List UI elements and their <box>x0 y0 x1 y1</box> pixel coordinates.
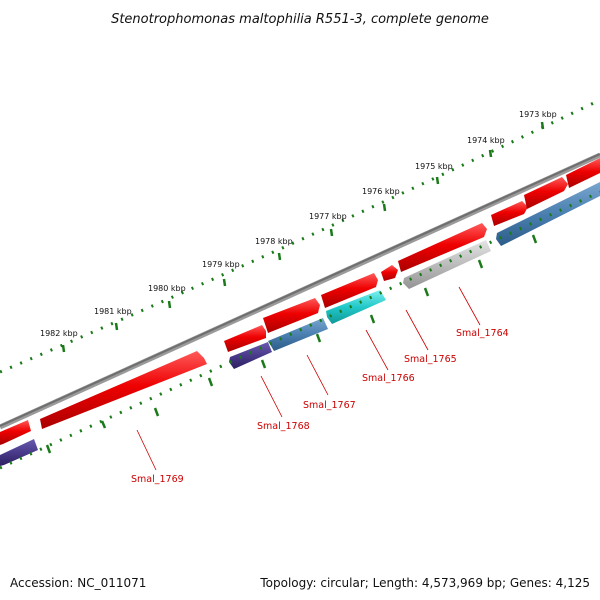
scale-tick <box>369 314 376 324</box>
gene-arrow-forward[interactable] <box>321 273 378 308</box>
leader-line <box>260 375 283 418</box>
genome-backbone <box>0 152 600 430</box>
gene-arrow-forward[interactable] <box>524 177 568 209</box>
leader-line <box>136 429 157 471</box>
gene-arrow-reverse-blue[interactable] <box>268 318 328 351</box>
scale-tick <box>114 322 119 331</box>
gene-arrow-forward[interactable] <box>0 420 31 445</box>
scale-label: 1982 kbp <box>40 329 78 338</box>
scale-tick <box>435 176 440 185</box>
gene-arrow-forward[interactable] <box>263 298 320 333</box>
gene-arrow-forward[interactable] <box>381 265 398 281</box>
scale-tick <box>477 259 484 269</box>
gene-arrow-reverse-blue[interactable] <box>496 182 600 246</box>
gene-label[interactable]: Smal_1769 <box>131 474 184 485</box>
scale-tick <box>540 121 545 130</box>
leader-line <box>365 329 389 371</box>
accession-text: Accession: NC_011071 <box>10 576 146 590</box>
leader-line <box>405 309 429 351</box>
gene-label[interactable]: Smal_1764 <box>456 328 509 339</box>
gene-label[interactable]: Smal_1766 <box>362 373 415 384</box>
gene-arrow-reverse-purple[interactable] <box>0 439 38 466</box>
scale-label: 1977 kbp <box>309 212 347 221</box>
gene-label-leaders <box>136 286 481 471</box>
scale-tick <box>329 228 334 237</box>
scale-label: 1973 kbp <box>519 110 557 119</box>
leader-line <box>306 354 329 396</box>
gene-arrow-forward[interactable] <box>491 201 528 226</box>
scale-tick <box>315 333 322 343</box>
gene-arrow-forward[interactable] <box>224 325 266 352</box>
inner-major-ticks <box>45 234 538 454</box>
gene-label[interactable]: Smal_1768 <box>257 421 310 432</box>
scale-tick <box>207 377 214 387</box>
gene-label[interactable]: Smal_1767 <box>303 400 356 411</box>
scale-labels: 1973 kbp 1974 kbp 1975 kbp 1976 kbp 1977… <box>40 110 557 338</box>
scale-tick <box>167 300 172 309</box>
scale-label: 1978 kbp <box>255 237 293 246</box>
scale-tick <box>153 407 160 417</box>
gene-arrow-reverse-grey[interactable] <box>403 240 491 289</box>
scale-tick <box>61 344 66 353</box>
scale-label: 1979 kbp <box>202 260 240 269</box>
gene-arrow-forward[interactable] <box>40 351 207 429</box>
gene-labels: Smal_1764 Smal_1765 Smal_1766 Smal_1767 … <box>131 328 509 485</box>
scale-tick <box>45 444 52 454</box>
gene-arrow-forward[interactable] <box>566 158 600 188</box>
map-title: Stenotrophomonas maltophilia R551-3, com… <box>111 12 489 27</box>
gene-arrow-forward[interactable] <box>398 223 487 272</box>
scale-label: 1980 kbp <box>148 284 186 293</box>
scale-label: 1981 kbp <box>94 307 132 316</box>
genome-summary-text: Topology: circular; Length: 4,573,969 bp… <box>259 576 590 590</box>
scale-label: 1976 kbp <box>362 187 400 196</box>
scale-tick <box>100 420 107 429</box>
outer-major-ticks <box>61 121 545 353</box>
scale-label: 1975 kbp <box>415 162 453 171</box>
scale-tick <box>260 359 267 369</box>
forward-strand-genes <box>0 158 600 445</box>
scale-label: 1974 kbp <box>467 136 505 145</box>
gene-label[interactable]: Smal_1765 <box>404 354 457 365</box>
scale-tick <box>277 252 282 261</box>
inner-scale-track <box>0 190 600 470</box>
scale-tick <box>531 234 538 244</box>
leader-line <box>458 286 481 326</box>
scale-tick <box>382 203 387 212</box>
scale-tick <box>423 287 430 297</box>
scale-tick <box>222 278 227 287</box>
scale-tick <box>488 149 493 158</box>
